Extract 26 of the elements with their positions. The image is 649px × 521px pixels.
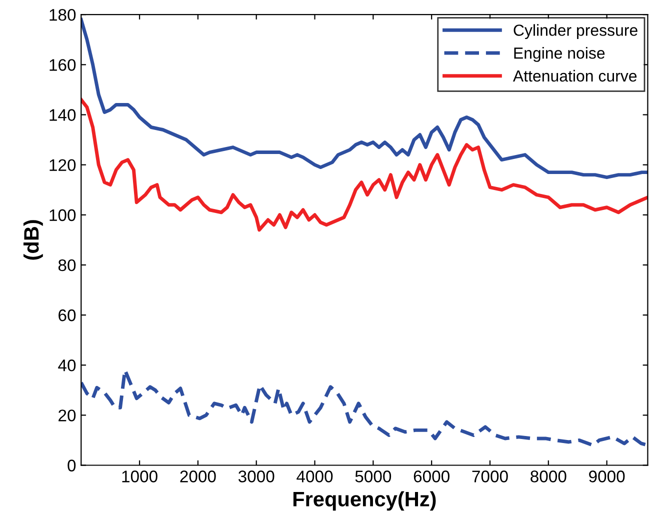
y-tick-label: 0 [68,460,76,472]
legend-label: Engine noise [514,47,605,62]
x-tick-label: 6000 [414,470,450,482]
x-tick-label: 3000 [238,470,274,482]
y-axis-title: (dB) [23,220,43,260]
y-tick-label: 80 [58,259,76,272]
y-tick-label: 120 [50,159,76,172]
y-tick-label: 140 [50,109,76,121]
y-tick-label: 20 [58,410,76,422]
line-series [81,98,648,232]
legend-label: Attenuation curve [512,70,637,82]
y-tick-label: 100 [50,209,76,222]
x-tick-label: 4000 [296,470,333,482]
y-tick-label: 60 [58,309,76,322]
x-tick-label: 2000 [180,470,216,482]
x-tick-label: 5000 [355,470,392,482]
x-tick-label: 8000 [530,470,566,482]
y-tick-label: 180 [50,8,76,21]
y-tick-label: 40 [58,360,76,372]
x-tick-label: 7000 [472,470,508,482]
line-series [81,18,648,180]
legend-label: Cylinder pressure [514,24,638,40]
x-tick-label: 1000 [122,470,158,482]
x-tick-label: 9000 [589,470,625,482]
y-tick-label: 160 [50,59,76,71]
x-axis-title: Frequency(Hz) [293,491,436,511]
